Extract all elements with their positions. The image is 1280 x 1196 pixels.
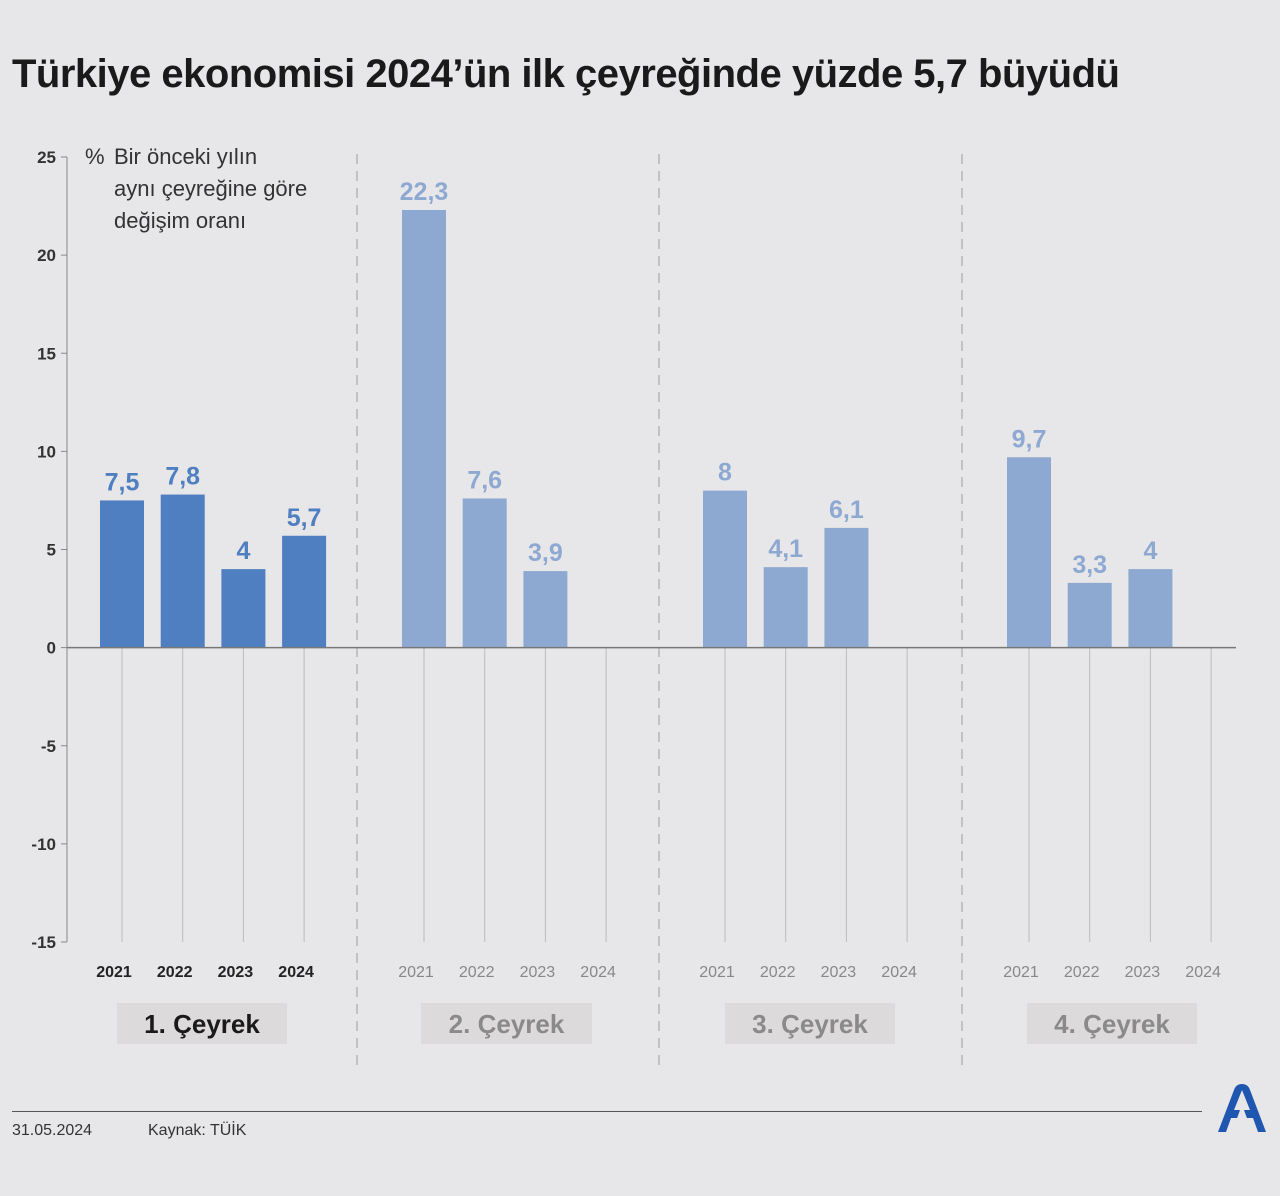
bar-value-label: 7,8 [165,463,200,491]
bar-chart: 25 20 15 10 5 0 -5 -10 -15% Bir önceki yılın aynı … [31,144,1236,1065]
bar-3. Çeyrek-2021 [703,490,747,648]
group-label: 3. Çeyrek [752,1009,868,1039]
group-label: 1. Çeyrek [144,1009,260,1039]
bar-value-label: 5,7 [287,504,322,532]
bar-value-label: 6,1 [829,496,864,524]
y-tick-label: -5 [41,737,56,756]
footer-source: Kaynak: TÜİK [148,1122,247,1139]
x-tick-label: 2021 [1003,964,1039,981]
group-label-box [421,1003,592,1044]
y-tick-label: 0 [47,639,56,658]
group-label: 4. Çeyrek [1054,1009,1170,1039]
x-tick-label: 2023 [1125,964,1161,981]
bar-4. Çeyrek-2021 [1007,457,1051,648]
x-tick-label: 2021 [96,964,132,981]
x-tick-label: 2024 [881,964,917,981]
bar-4. Çeyrek-2022 [1067,582,1112,648]
bar-value-label: 9,7 [1012,425,1047,453]
y-tick-label: 25 [37,148,56,167]
bar-value-label: 3,9 [528,539,563,567]
group-label-box [1027,1003,1197,1044]
footer-divider [12,1111,1202,1112]
bar-2. Çeyrek-2022 [462,498,507,648]
bar-value-label: 7,6 [467,466,502,494]
aa-logo-icon [1218,1084,1266,1132]
bar-value-label: 4 [236,537,250,565]
y-tick-label: 10 [37,442,56,461]
footer-date: 31.05.2024 [12,1122,93,1139]
bar-value-label: 3,3 [1072,551,1107,579]
y-label-prefix: % [85,144,105,169]
bar-3. Çeyrek-2022 [763,567,808,648]
y-tick-label: 15 [37,344,56,363]
y-tick-label: 20 [37,246,56,265]
y-label-line: Bir önceki yılın [114,144,257,169]
y-tick-label: -15 [31,933,56,952]
x-tick-label: 2023 [520,964,556,981]
bar-2. Çeyrek-2021 [402,209,446,648]
x-tick-label: 2022 [760,964,796,981]
y-label-line: aynı çeyreğine göre [114,176,307,201]
x-tick-label: 2021 [398,964,434,981]
group-label-box [117,1003,287,1044]
y-tick-label: -10 [31,835,56,854]
y-label-line: değişim oranı [114,208,246,233]
bar-value-label: 4,1 [768,535,803,563]
chart-title: Türkiye ekonomisi 2024’ün ilk çeyreğinde… [12,52,1120,96]
bar-value-label: 4 [1143,537,1157,565]
bar-value-label: 8 [718,459,732,487]
x-tick-label: 2023 [821,964,857,981]
x-tick-label: 2022 [459,964,495,981]
x-tick-label: 2023 [218,964,254,981]
group-label: 2. Çeyrek [449,1009,565,1039]
x-tick-label: 2022 [157,964,193,981]
group-label-box [725,1003,895,1044]
x-tick-label: 2024 [580,964,616,981]
bar-value-label: 22,3 [400,178,449,206]
bar-2. Çeyrek-2023 [523,571,568,648]
x-tick-label: 2024 [1185,964,1221,981]
x-tick-label: 2021 [699,964,735,981]
y-tick-label: 5 [47,541,56,560]
bar-4. Çeyrek-2023 [1128,569,1173,648]
bar-value-label: 7,5 [105,468,140,496]
x-tick-label: 2022 [1064,964,1100,981]
bar-1. Çeyrek-2022 [160,494,205,648]
bar-1. Çeyrek-2023 [221,569,266,648]
bar-1. Çeyrek-2024 [282,535,327,648]
x-tick-label: 2024 [278,964,314,981]
bar-3. Çeyrek-2023 [824,527,869,648]
bar-1. Çeyrek-2021 [100,500,144,648]
